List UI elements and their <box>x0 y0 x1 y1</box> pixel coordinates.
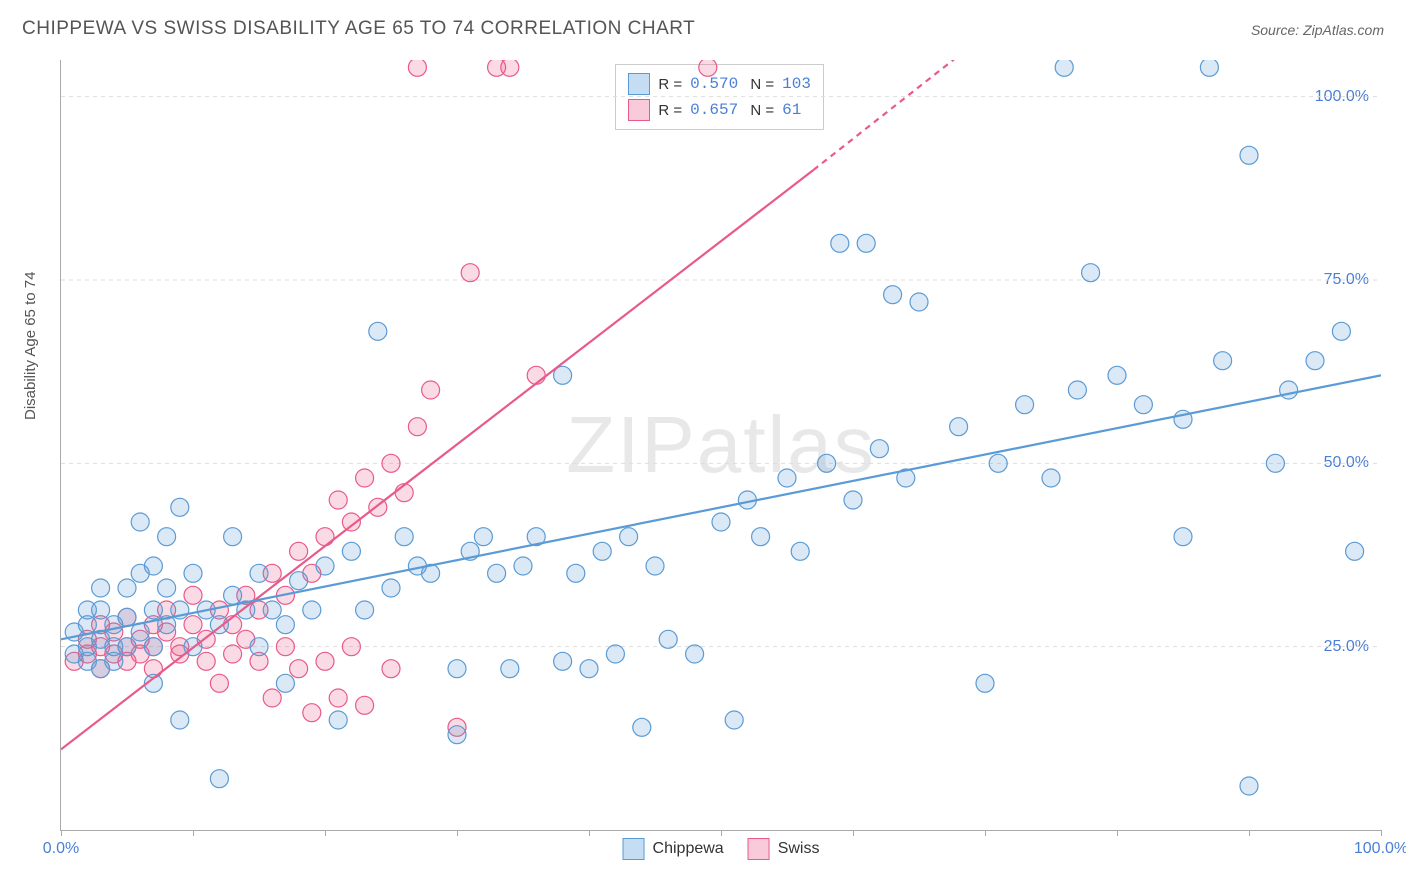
series-legend: Chippewa Swiss <box>623 838 820 860</box>
legend-item-swiss: Swiss <box>748 838 820 860</box>
plot-area: ZIPatlas 25.0%50.0%75.0%100.0% 0.0%100.0… <box>60 60 1381 831</box>
swatch-swiss <box>748 838 770 860</box>
scatter-svg <box>61 60 1381 830</box>
source-attribution: Source: ZipAtlas.com <box>1251 22 1384 38</box>
legend-item-chippewa: Chippewa <box>623 838 724 860</box>
legend-label-swiss: Swiss <box>778 840 820 858</box>
x-tick-label: 0.0% <box>43 840 79 858</box>
swatch-chippewa <box>623 838 645 860</box>
x-tick-label: 100.0% <box>1354 840 1406 858</box>
legend-label-chippewa: Chippewa <box>653 840 724 858</box>
y-axis-label: Disability Age 65 to 74 <box>22 272 39 420</box>
chart-title: CHIPPEWA VS SWISS DISABILITY AGE 65 TO 7… <box>22 18 695 40</box>
